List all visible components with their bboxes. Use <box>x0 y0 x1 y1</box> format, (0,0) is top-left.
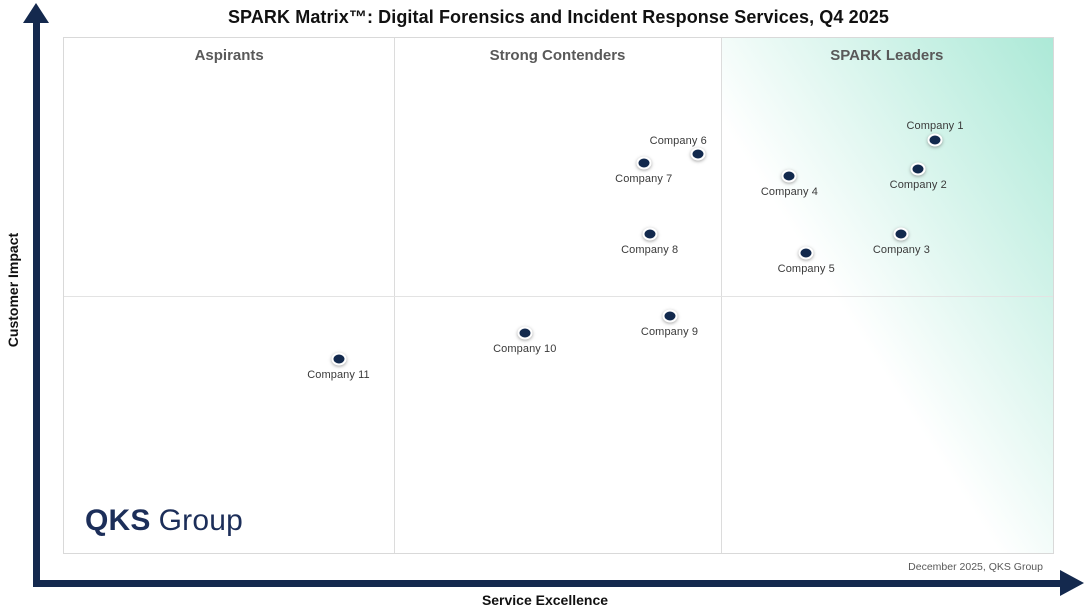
qks-group-logo: QKS Group <box>85 504 243 538</box>
data-point-company-4 <box>781 169 797 183</box>
data-point-company-9 <box>662 309 677 323</box>
y-axis-arrowhead-icon <box>23 3 49 23</box>
data-point-company-1 <box>927 133 943 147</box>
data-point-label: Company 8 <box>621 244 679 257</box>
data-point-company-10 <box>517 326 533 340</box>
data-point-company-11 <box>331 352 346 366</box>
data-point-company-8 <box>642 227 658 241</box>
data-point-company-5 <box>798 246 814 260</box>
y-axis-label: Customer Impact <box>5 232 21 348</box>
data-point-label: Company 6 <box>649 135 707 148</box>
data-point-label: Company 5 <box>777 262 835 275</box>
data-point-company-6 <box>690 147 706 161</box>
data-point-label: Company 3 <box>872 244 930 257</box>
quadrant-divider-horizontal <box>64 295 1053 297</box>
data-point-label: Company 7 <box>615 173 673 186</box>
data-point-label: Company 4 <box>760 185 818 198</box>
footnote-date: December 2025, QKS Group <box>908 561 1043 573</box>
data-point-label: Company 11 <box>307 368 370 381</box>
y-axis-line <box>33 20 40 587</box>
data-point-label: Company 1 <box>906 120 964 133</box>
chart-title: SPARK Matrix™: Digital Forensics and Inc… <box>227 7 890 27</box>
data-point-label: Company 2 <box>889 179 947 192</box>
data-point-label: Company 9 <box>640 325 699 338</box>
zone-label-strong-contenders: Strong Contenders <box>489 47 626 64</box>
x-axis-line <box>33 580 1062 587</box>
zone-label-spark-leaders: SPARK Leaders <box>830 47 944 64</box>
data-point-company-2 <box>910 162 926 176</box>
data-point-company-3 <box>893 227 909 241</box>
data-point-label: Company 10 <box>493 342 557 355</box>
data-point-company-7 <box>636 156 652 170</box>
logo-text-light: Group <box>158 504 244 537</box>
zone-label-aspirants: Aspirants <box>194 47 264 64</box>
logo-text-bold: QKS <box>85 504 151 537</box>
plot-area: Aspirants Strong Contenders SPARK Leader… <box>63 37 1054 554</box>
x-axis-label: Service Excellence <box>481 592 609 608</box>
x-axis-arrowhead-icon <box>1060 570 1084 596</box>
